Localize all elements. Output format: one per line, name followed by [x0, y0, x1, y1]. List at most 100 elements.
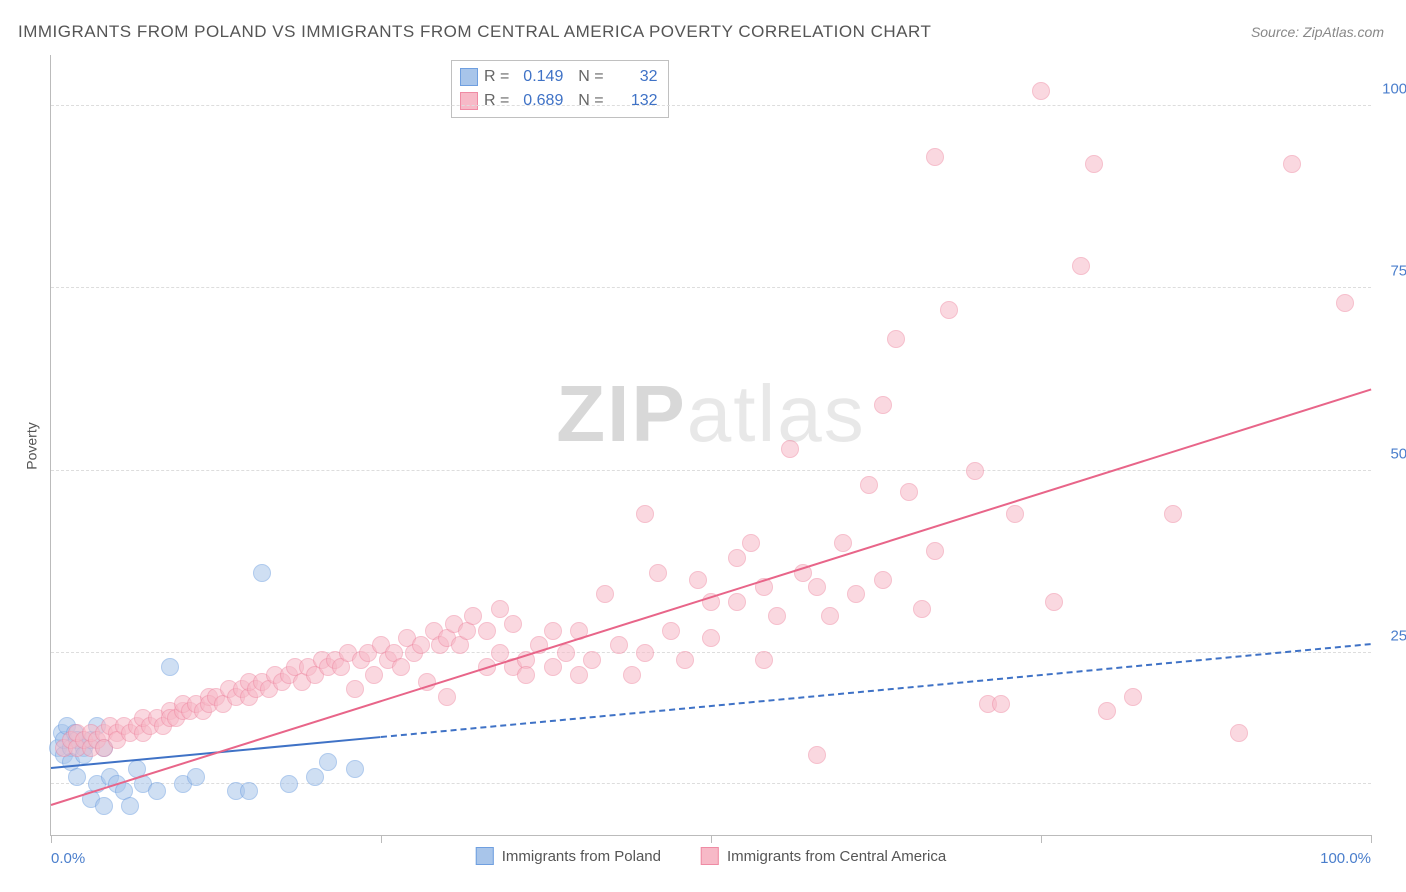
data-point	[1336, 294, 1354, 312]
data-point	[702, 629, 720, 647]
data-point	[1006, 505, 1024, 523]
data-point	[1045, 593, 1063, 611]
chart-title: IMMIGRANTS FROM POLAND VS IMMIGRANTS FRO…	[18, 22, 931, 42]
stats-legend: R = 0.149 N = 32 R = 0.689 N = 132	[451, 60, 669, 118]
data-point	[306, 768, 324, 786]
y-tick-label: 100.0%	[1377, 81, 1406, 98]
gridline	[51, 105, 1371, 106]
data-point	[887, 330, 905, 348]
data-point	[755, 651, 773, 669]
data-point	[1230, 724, 1248, 742]
trend-line	[51, 388, 1372, 805]
legend-swatch	[476, 847, 494, 865]
watermark: ZIPatlas	[556, 368, 865, 460]
gridline	[51, 287, 1371, 288]
data-point	[148, 782, 166, 800]
legend-item: Immigrants from Poland	[476, 847, 661, 865]
data-point	[478, 622, 496, 640]
data-point	[926, 148, 944, 166]
data-point	[346, 680, 364, 698]
legend-r-label: R =	[484, 68, 509, 86]
legend-swatch	[460, 92, 478, 110]
legend-n-label: N =	[569, 68, 603, 86]
data-point	[583, 651, 601, 669]
x-tick	[51, 835, 52, 843]
data-point	[808, 746, 826, 764]
legend-row: R = 0.149 N = 32	[460, 65, 658, 89]
legend-r-value: 0.149	[515, 68, 563, 86]
data-point	[768, 607, 786, 625]
legend-row: R = 0.689 N = 132	[460, 89, 658, 113]
data-point	[280, 775, 298, 793]
data-point	[544, 658, 562, 676]
data-point	[834, 534, 852, 552]
legend-n-label: N =	[569, 92, 603, 110]
data-point	[649, 564, 667, 582]
data-point	[596, 585, 614, 603]
data-point	[491, 644, 509, 662]
data-point	[319, 753, 337, 771]
legend-n-value: 32	[610, 68, 658, 86]
data-point	[346, 760, 364, 778]
x-tick	[711, 835, 712, 843]
data-point	[187, 768, 205, 786]
data-point	[1098, 702, 1116, 720]
data-point	[464, 607, 482, 625]
data-point	[1085, 155, 1103, 173]
data-point	[874, 396, 892, 414]
data-point	[570, 666, 588, 684]
data-point	[860, 476, 878, 494]
data-point	[491, 600, 509, 618]
legend-n-value: 132	[610, 92, 658, 110]
y-tick-label: 50.0%	[1377, 445, 1406, 462]
data-point	[926, 542, 944, 560]
data-point	[68, 768, 86, 786]
data-point	[557, 644, 575, 662]
data-point	[544, 622, 562, 640]
x-tick	[381, 835, 382, 843]
x-tick-label: 100.0%	[1320, 850, 1371, 867]
data-point	[392, 658, 410, 676]
legend-label: Immigrants from Central America	[727, 848, 946, 865]
data-point	[821, 607, 839, 625]
data-point	[610, 636, 628, 654]
data-point	[121, 797, 139, 815]
data-point	[662, 622, 680, 640]
data-point	[1072, 257, 1090, 275]
gridline	[51, 470, 1371, 471]
legend-swatch	[701, 847, 719, 865]
source-attribution: Source: ZipAtlas.com	[1251, 24, 1384, 40]
data-point	[742, 534, 760, 552]
data-point	[966, 462, 984, 480]
y-tick-label: 25.0%	[1377, 627, 1406, 644]
legend-r-label: R =	[484, 92, 509, 110]
data-point	[781, 440, 799, 458]
scatter-plot-area: ZIPatlas R =0.149 N =32R =0.689 N =132 I…	[50, 55, 1371, 836]
data-point	[728, 593, 746, 611]
data-point	[940, 301, 958, 319]
x-tick-label: 0.0%	[51, 850, 85, 867]
data-point	[504, 615, 522, 633]
legend-r-value: 0.689	[515, 92, 563, 110]
data-point	[847, 585, 865, 603]
data-point	[1164, 505, 1182, 523]
data-point	[517, 666, 535, 684]
data-point	[412, 636, 430, 654]
data-point	[676, 651, 694, 669]
legend-swatch	[460, 68, 478, 86]
data-point	[874, 571, 892, 589]
data-point	[992, 695, 1010, 713]
data-point	[240, 782, 258, 800]
data-point	[913, 600, 931, 618]
data-point	[438, 688, 456, 706]
gridline	[51, 652, 1371, 653]
data-point	[1283, 155, 1301, 173]
legend-label: Immigrants from Poland	[502, 848, 661, 865]
series-legend: Immigrants from Poland Immigrants from Ce…	[476, 847, 946, 865]
data-point	[689, 571, 707, 589]
legend-item: Immigrants from Central America	[701, 847, 946, 865]
data-point	[95, 797, 113, 815]
data-point	[623, 666, 641, 684]
data-point	[728, 549, 746, 567]
data-point	[365, 666, 383, 684]
